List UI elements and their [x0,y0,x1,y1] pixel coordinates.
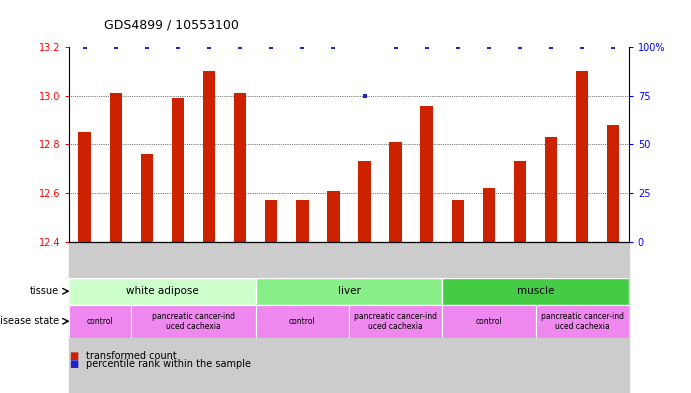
Point [514,44,525,50]
Bar [318,242,349,393]
Point [390,44,401,50]
Bar [69,305,131,338]
Point [328,44,339,50]
Point [483,44,494,50]
Text: control: control [475,317,502,326]
Bar [504,242,536,393]
Bar [234,94,246,242]
Point [452,44,463,50]
Bar [545,137,557,242]
Bar [69,242,100,393]
Bar [256,278,442,305]
Bar [287,242,318,393]
Bar [380,242,411,393]
Bar [390,142,402,242]
Point [576,44,587,50]
Text: pancreatic cancer-ind
uced cachexia: pancreatic cancer-ind uced cachexia [540,312,624,331]
Bar [513,162,526,242]
Bar [171,98,184,242]
Text: transformed count: transformed count [86,351,177,361]
Bar [256,305,349,338]
Bar [100,242,131,393]
Bar [131,242,162,393]
Bar [607,125,619,242]
Bar [162,242,193,393]
Bar [411,242,442,393]
Text: control: control [289,317,316,326]
Text: GDS4899 / 10553100: GDS4899 / 10553100 [104,18,238,31]
Bar [69,278,256,305]
Point [141,44,152,50]
Text: disease state: disease state [0,316,59,326]
Point [359,93,370,99]
Bar [349,305,442,338]
Bar [451,200,464,242]
Bar [358,162,370,242]
Bar [131,305,256,338]
Text: ■: ■ [69,358,78,369]
Text: ■: ■ [69,351,78,361]
Bar [536,242,567,393]
Bar [140,154,153,242]
Bar [442,278,629,305]
Point [173,44,184,50]
Bar [349,242,380,393]
Point [607,44,618,50]
Bar [442,242,473,393]
Bar [296,200,308,242]
Bar [482,188,495,242]
Point [545,44,556,50]
Point [265,44,276,50]
Point [111,44,122,50]
Point [421,44,433,50]
Bar [473,242,504,393]
Point [296,44,307,50]
Bar [442,305,536,338]
Text: liver: liver [337,286,361,296]
Text: white adipose: white adipose [126,286,199,296]
Bar [109,94,122,242]
Bar [79,132,91,242]
Bar [265,200,277,242]
Bar [256,242,287,393]
Text: pancreatic cancer-ind
uced cachexia: pancreatic cancer-ind uced cachexia [152,312,235,331]
Bar [420,105,433,242]
Text: pancreatic cancer-ind
uced cachexia: pancreatic cancer-ind uced cachexia [354,312,437,331]
Bar [202,72,216,242]
Bar [576,72,588,242]
Bar [567,242,598,393]
Bar [536,305,629,338]
Bar [193,242,225,393]
Text: muscle: muscle [517,286,554,296]
Point [203,44,214,50]
Text: control: control [87,317,113,326]
Point [234,44,245,50]
Bar [598,242,629,393]
Text: tissue: tissue [30,286,59,296]
Bar [225,242,256,393]
Bar [327,191,339,242]
Point [79,44,90,50]
Text: percentile rank within the sample: percentile rank within the sample [86,358,252,369]
